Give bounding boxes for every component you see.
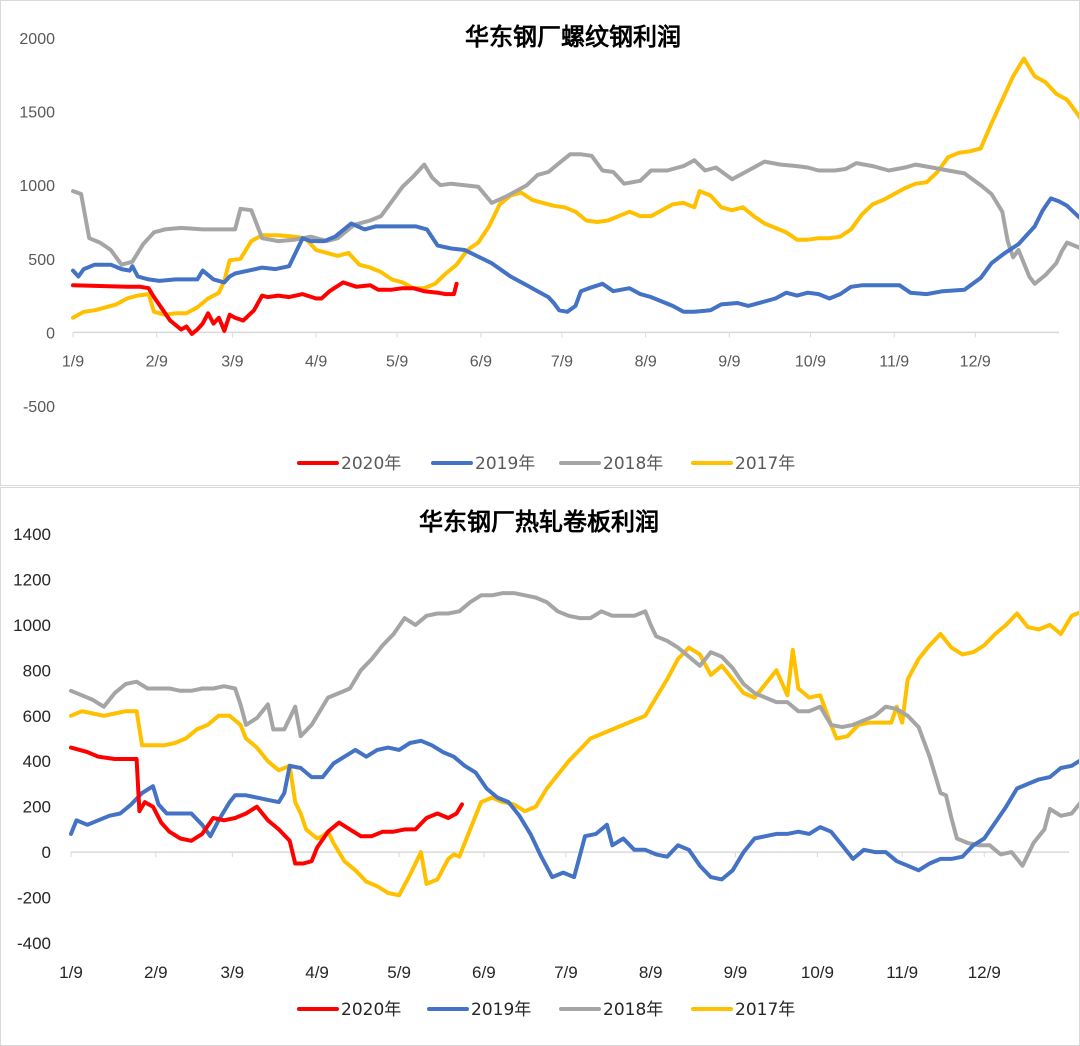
x-tick-label: 5/9 bbox=[386, 353, 408, 370]
x-tick-label: 1/9 bbox=[59, 963, 83, 982]
hrc-profit-chart-panel: 华东钢厂热轧卷板利润 1400 1200 1000 800 600 400 200 0 -200 -… bbox=[0, 487, 1080, 1046]
x-tick-label: 12/9 bbox=[960, 353, 991, 370]
x-tick-label: 4/9 bbox=[305, 963, 329, 982]
x-tick-label: 6/9 bbox=[470, 353, 492, 370]
y-tick-label: 800 bbox=[23, 661, 51, 680]
series-line-2018年 bbox=[69, 591, 1079, 868]
x-tick-label: 9/9 bbox=[724, 963, 748, 982]
x-tick-label: 11/9 bbox=[886, 963, 918, 982]
y-tick-label: -500 bbox=[23, 399, 55, 416]
x-tick-label: 10/9 bbox=[801, 963, 834, 982]
legend-label: 2019年 bbox=[471, 1000, 531, 1020]
y-tick-label: 1400 bbox=[13, 525, 51, 544]
rebar-profit-chart: 华东钢厂螺纹钢利润 2000 1500 1000 500 0 -500 1/9 2/9 3/9 4/… bbox=[19, 23, 1079, 474]
x-tick-label: 11/9 bbox=[879, 353, 909, 370]
y-tick-label: 0 bbox=[46, 325, 55, 342]
x-tick-label: 7/9 bbox=[551, 353, 573, 370]
x-tick-label: 5/9 bbox=[387, 963, 411, 982]
x-tick-label: 8/9 bbox=[635, 353, 657, 370]
x-tick-label: 8/9 bbox=[639, 963, 663, 982]
x-tick-label: 2/9 bbox=[146, 353, 168, 370]
legend-item: 2017年 bbox=[691, 1000, 795, 1020]
series-line-2019年 bbox=[69, 738, 1079, 882]
legend-label: 2020年 bbox=[341, 454, 401, 474]
x-tick-label: 12/9 bbox=[968, 963, 1001, 982]
x-tick-label: 3/9 bbox=[221, 963, 245, 982]
chart-title: 华东钢厂热轧卷板利润 bbox=[419, 508, 659, 536]
legend-item: 2019年 bbox=[431, 454, 535, 474]
y-tick-label: -400 bbox=[17, 934, 51, 953]
legend-item: 2017年 bbox=[691, 454, 795, 474]
x-tick-label: 6/9 bbox=[472, 963, 496, 982]
legend-label: 2017年 bbox=[735, 1000, 795, 1020]
x-tick-label: 7/9 bbox=[554, 963, 578, 982]
x-tick-label: 10/9 bbox=[795, 353, 826, 370]
y-tick-label: 200 bbox=[23, 798, 51, 817]
legend-item: 2018年 bbox=[559, 1000, 663, 1020]
x-tick-label: 3/9 bbox=[221, 353, 243, 370]
y-tick-label: -200 bbox=[17, 889, 51, 908]
y-tick-label: 400 bbox=[23, 752, 51, 771]
series-line-2017年 bbox=[69, 610, 1079, 898]
legend-item: 2018年 bbox=[559, 454, 663, 474]
x-tick-label: 9/9 bbox=[718, 353, 740, 370]
series-line-2018年 bbox=[71, 152, 1079, 286]
y-tick-label: 1200 bbox=[13, 570, 51, 589]
y-tick-label: 1000 bbox=[13, 616, 51, 635]
series-line-2019年 bbox=[71, 196, 1079, 314]
legend-label: 2018年 bbox=[603, 1000, 663, 1020]
y-tick-label: 2000 bbox=[19, 31, 55, 48]
series-line-2020年 bbox=[71, 280, 459, 336]
legend-item: 2019年 bbox=[427, 1000, 531, 1020]
x-tick-label: 2/9 bbox=[144, 963, 168, 982]
series-line-2017年 bbox=[71, 56, 1079, 320]
rebar-profit-chart-panel: 华东钢厂螺纹钢利润 2000 1500 1000 500 0 -500 1/9 2/9 3/9 4/… bbox=[0, 0, 1080, 486]
hrc-profit-chart: 华东钢厂热轧卷板利润 1400 1200 1000 800 600 400 200 0 -200 -… bbox=[13, 508, 1079, 1020]
y-tick-label: 1500 bbox=[19, 105, 55, 122]
legend-label: 2017年 bbox=[735, 454, 795, 474]
y-tick-label: 1000 bbox=[19, 178, 55, 195]
series-line-2020年 bbox=[69, 745, 464, 866]
y-tick-label: 0 bbox=[42, 843, 51, 862]
legend-label: 2020年 bbox=[341, 1000, 401, 1020]
legend-label: 2019年 bbox=[475, 454, 535, 474]
legend-item: 2020年 bbox=[297, 454, 401, 474]
legend-item: 2020年 bbox=[297, 1000, 401, 1020]
legend-label: 2018年 bbox=[603, 454, 663, 474]
chart-title: 华东钢厂螺纹钢利润 bbox=[465, 23, 681, 51]
y-tick-label: 500 bbox=[28, 252, 55, 269]
x-tick-label: 4/9 bbox=[305, 353, 327, 370]
y-tick-label: 600 bbox=[23, 707, 51, 726]
x-tick-label: 1/9 bbox=[62, 353, 84, 370]
